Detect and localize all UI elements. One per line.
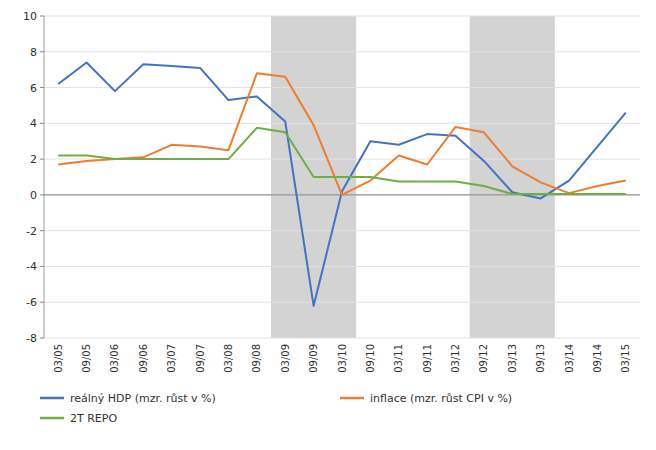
legend-label: reálný HDP (mzr. růst v %) [70,392,216,405]
y-tick-label: 4 [30,117,37,130]
legend-swatch [340,397,364,400]
x-tick-label: 09/14 [592,344,603,373]
x-tick-label: 09/11 [422,344,433,373]
y-tick [40,230,44,231]
legend-label: inflace (mzr. růst CPI v %) [370,392,512,405]
legend-item: inflace (mzr. růst CPI v %) [340,392,512,405]
grid-line [44,16,640,17]
y-tick-label: 10 [23,10,37,23]
grid-line [44,123,640,124]
y-tick [40,87,44,88]
series-line [58,128,626,194]
x-tick-label: 09/07 [195,344,206,373]
x-tick-label: 03/14 [564,344,575,373]
x-tick-label: 09/06 [138,344,149,373]
y-tick [40,123,44,124]
y-axis: -8 -6 -4 -2 0 2 4 6 8 10 [23,10,44,345]
x-tick-label: 03/10 [337,344,348,373]
y-tick-label: -6 [26,296,37,309]
x-tick-label: 03/09 [280,344,291,373]
y-tick [40,194,44,195]
grid-line [44,230,640,231]
series-line [58,73,626,195]
series-line [58,63,626,306]
y-grid [44,16,640,338]
x-tick-label: 09/05 [81,344,92,373]
y-tick-label: 2 [30,153,37,166]
y-tick-label: 0 [30,189,37,202]
y-tick-label: -2 [26,225,37,238]
y-tick [40,16,44,17]
y-axis-line [44,16,45,338]
legend: reálný HDP (mzr. růst v %) inflace (mzr. … [40,392,512,425]
x-tick-label: 09/08 [251,344,262,373]
y-tick-label: 8 [30,46,37,59]
legend-item: reálný HDP (mzr. růst v %) [40,392,216,405]
x-tick-label: 09/10 [365,344,376,373]
legend-item: 2T REPO [40,412,117,425]
chart-svg: -8 -6 -4 -2 0 2 4 6 8 10 03/05 09/05 03/06 09/06 03/07… [0,0,656,450]
y-tick [40,338,44,339]
x-tick-label: 09/09 [308,344,319,373]
series-lines [58,63,626,306]
y-tick-label: 6 [30,82,37,95]
y-tick-label: -8 [26,332,37,345]
shaded-range [470,16,555,338]
x-tick-label: 03/13 [507,344,518,373]
x-tick-label: 03/15 [620,344,631,373]
grid-line [44,302,640,303]
y-tick [40,266,44,267]
x-tick-label: 03/11 [393,344,404,373]
y-tick [40,51,44,52]
legend-label: 2T REPO [70,412,117,425]
grid-line [44,51,640,52]
grid-line [44,338,640,339]
legend-swatch [40,417,64,420]
x-tick-label: 03/06 [109,344,120,373]
x-tick-label: 03/08 [223,344,234,373]
y-tick [40,302,44,303]
x-tick-label: 09/12 [478,344,489,373]
x-tick-label: 03/12 [450,344,461,373]
legend-swatch [40,397,64,400]
x-tick-label: 03/07 [166,344,177,373]
y-tick [40,159,44,160]
x-tick-label: 03/05 [53,344,64,373]
x-tick-label: 09/13 [535,344,546,373]
x-axis: 03/05 09/05 03/06 09/06 03/07 09/07 03/08 09/08… [53,344,632,373]
grid-line [44,266,640,267]
grid-line [44,87,640,88]
chart-container: -8 -6 -4 -2 0 2 4 6 8 10 03/05 09/05 03/06 09/06 03/07… [0,0,656,450]
y-tick-label: -4 [26,260,37,273]
